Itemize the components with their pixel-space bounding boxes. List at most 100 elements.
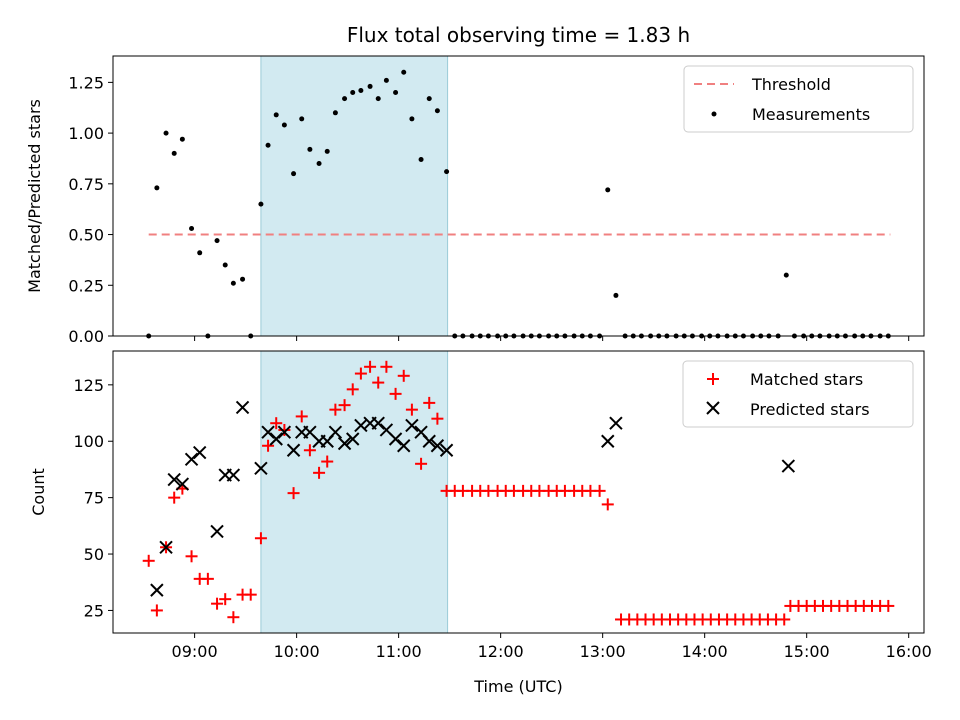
- measurement-point: [291, 171, 297, 177]
- predicted-stars-series: [150, 400, 796, 597]
- x-tick-label: 11:00: [376, 642, 422, 661]
- predicted-star-point: [159, 540, 173, 554]
- measurement-point: [316, 161, 322, 167]
- matched-star-point: [593, 484, 606, 497]
- measurement-point: [307, 146, 313, 152]
- predicted-star-point: [397, 439, 411, 453]
- measurement-point: [350, 90, 356, 96]
- measurement-point: [171, 150, 177, 156]
- matched-star-point: [346, 383, 359, 396]
- top-y-axis-label: Matched/Predicted stars: [25, 99, 44, 293]
- measurement-point: [214, 238, 220, 244]
- bottom-x-axis-label: Time (UTC): [473, 677, 562, 696]
- measurement-point: [189, 225, 195, 231]
- top-shaded-region: [260, 55, 449, 337]
- predicted-star-point: [254, 461, 268, 476]
- predicted-star-point: [175, 477, 190, 491]
- matched-star-point: [150, 604, 163, 617]
- bottom-shaded-region: [260, 350, 449, 634]
- matched-star-point: [321, 455, 334, 468]
- y-tick-label: 100: [73, 432, 104, 451]
- x-tick-label: 16:00: [886, 642, 932, 661]
- measurement-point: [358, 87, 364, 93]
- matched-star-point: [338, 399, 351, 412]
- predicted-star-point: [439, 443, 454, 457]
- measurement-point: [163, 130, 169, 136]
- matched-stars-series: [142, 360, 895, 626]
- measurements-legend-label: Measurements: [752, 105, 870, 124]
- matched-star-point: [185, 550, 198, 563]
- predicted-star-point: [337, 436, 352, 451]
- predicted-star-point: [609, 416, 623, 430]
- measurement-point: [434, 108, 440, 114]
- bottom-y-axis-ticks: 25 50 75 100 125: [73, 376, 113, 620]
- y-tick-label: 25: [84, 601, 104, 620]
- matched-star-point: [262, 439, 275, 452]
- predicted-star-point: [277, 425, 292, 439]
- matched-star-point: [254, 532, 267, 545]
- measurement-point: [783, 272, 789, 278]
- predicted-star-point: [430, 439, 445, 453]
- threshold-legend-label: Threshold: [751, 75, 831, 94]
- predicted-star-point: [328, 425, 343, 439]
- matched-star-point: [142, 554, 155, 567]
- top-legend: Threshold Measurements: [683, 65, 914, 133]
- predicted-star-point: [235, 400, 250, 415]
- measurement-point: [273, 112, 279, 118]
- matched-legend-label: Matched stars: [750, 370, 863, 389]
- matched-star-point: [168, 491, 181, 504]
- matched-star-point: [201, 572, 214, 585]
- matched-star-point: [227, 611, 240, 624]
- matched-star-point: [303, 444, 316, 457]
- predicted-star-point: [210, 524, 224, 539]
- x-tick-label: 13:00: [580, 642, 626, 661]
- matched-star-point: [244, 588, 257, 601]
- matched-star-point: [423, 396, 436, 409]
- predicted-legend-swatch: [706, 401, 720, 415]
- measurement-point: [332, 110, 338, 116]
- predicted-star-point: [193, 445, 207, 460]
- y-tick-label: 0.00: [68, 327, 104, 346]
- measurement-point: [393, 90, 399, 96]
- measurement-point: [230, 280, 236, 286]
- predicted-star-point: [226, 468, 241, 482]
- top-legend-box: [683, 65, 914, 133]
- measurement-point: [265, 142, 271, 148]
- matched-star-point: [389, 387, 402, 400]
- measurement-point: [179, 136, 185, 142]
- matched-star-point: [295, 410, 308, 423]
- measurement-point: [444, 169, 450, 175]
- matched-star-point: [278, 423, 291, 436]
- predicted-star-point: [167, 472, 181, 487]
- bottom-legend: Matched stars Predicted stars: [682, 360, 914, 428]
- y-tick-label: 125: [73, 376, 104, 395]
- matched-star-point: [364, 360, 377, 373]
- predicted-star-point: [286, 443, 301, 457]
- x-tick-label: 09:00: [172, 642, 218, 661]
- matched-star-point: [415, 457, 428, 470]
- matched-star-point: [778, 613, 791, 626]
- measurement-point: [258, 201, 264, 207]
- x-tick-label: 10:00: [274, 642, 320, 661]
- x-tick-label: 15:00: [784, 642, 830, 661]
- y-tick-label: 50: [84, 545, 104, 564]
- measurement-point: [154, 185, 160, 191]
- measurement-point: [418, 156, 424, 162]
- measurement-point: [401, 69, 407, 75]
- measurement-point: [605, 187, 611, 193]
- measurement-point: [375, 96, 381, 102]
- matched-star-point: [270, 417, 283, 430]
- y-tick-label: 1.25: [68, 73, 104, 92]
- top-x-axis-ticks: [194, 336, 910, 341]
- predicted-star-point: [601, 434, 615, 448]
- predicted-star-point: [150, 583, 164, 597]
- y-tick-label: 75: [84, 489, 104, 508]
- matched-star-point: [372, 376, 385, 389]
- measurement-point: [197, 250, 203, 256]
- bottom-legend-box: [682, 360, 914, 428]
- measurement-point: [222, 262, 228, 268]
- y-tick-label: 0.25: [68, 276, 104, 295]
- y-tick-label: 0.75: [68, 175, 104, 194]
- matched-star-point: [601, 498, 614, 511]
